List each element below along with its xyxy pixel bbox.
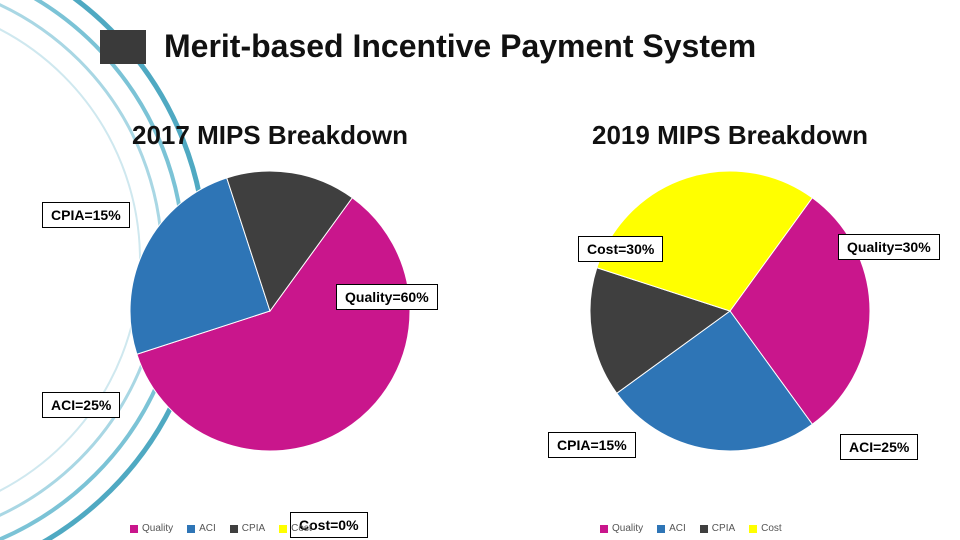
page-title: Merit-based Incentive Payment System xyxy=(164,28,756,65)
callout-label: CPIA=15% xyxy=(548,432,636,458)
legend-swatch xyxy=(279,525,287,533)
callouts-group: Quality=30% ACI=25% CPIA=15% Cost=30% xyxy=(510,160,950,520)
legend-label: Quality xyxy=(142,523,173,534)
legend-swatch xyxy=(230,525,238,533)
callout-label: Quality=60% xyxy=(336,284,438,310)
legend-swatch xyxy=(600,525,608,533)
callout-label: ACI=25% xyxy=(840,434,918,460)
legend-label: Cost xyxy=(761,523,782,534)
legend-item: Cost xyxy=(749,523,782,534)
legend-swatch xyxy=(749,525,757,533)
legend-item: Quality xyxy=(130,523,173,534)
legend-item: Cost xyxy=(279,523,312,534)
legend: Quality ACI CPIA Cost xyxy=(130,523,312,534)
callout-label: CPIA=15% xyxy=(42,202,130,228)
legend-swatch xyxy=(700,525,708,533)
chart-title: 2019 MIPS Breakdown xyxy=(510,120,950,151)
legend-swatch xyxy=(187,525,195,533)
chart-title: 2017 MIPS Breakdown xyxy=(50,120,490,151)
legend-item: ACI xyxy=(187,523,216,534)
legend-swatch xyxy=(657,525,665,533)
callouts-group: Quality=60%ACI=25%CPIA=15%Cost=0% xyxy=(50,160,490,520)
legend: Quality ACI CPIA Cost xyxy=(600,523,782,534)
legend-item: CPIA xyxy=(700,523,735,534)
legend-label: ACI xyxy=(669,523,686,534)
legend-item: CPIA xyxy=(230,523,265,534)
legend-label: ACI xyxy=(199,523,216,534)
legend-label: Cost xyxy=(291,523,312,534)
legend-label: Quality xyxy=(612,523,643,534)
callout-label: Cost=30% xyxy=(578,236,663,262)
legend-item: Quality xyxy=(600,523,643,534)
charts-area: 2017 MIPS Breakdown 2019 MIPS Breakdown … xyxy=(0,120,960,540)
callout-label: Quality=30% xyxy=(838,234,940,260)
legend-label: CPIA xyxy=(242,523,265,534)
title-row: Merit-based Incentive Payment System xyxy=(100,28,756,65)
callout-label: ACI=25% xyxy=(42,392,120,418)
title-accent-block xyxy=(100,30,146,64)
legend-swatch xyxy=(130,525,138,533)
legend-item: ACI xyxy=(657,523,686,534)
legend-label: CPIA xyxy=(712,523,735,534)
